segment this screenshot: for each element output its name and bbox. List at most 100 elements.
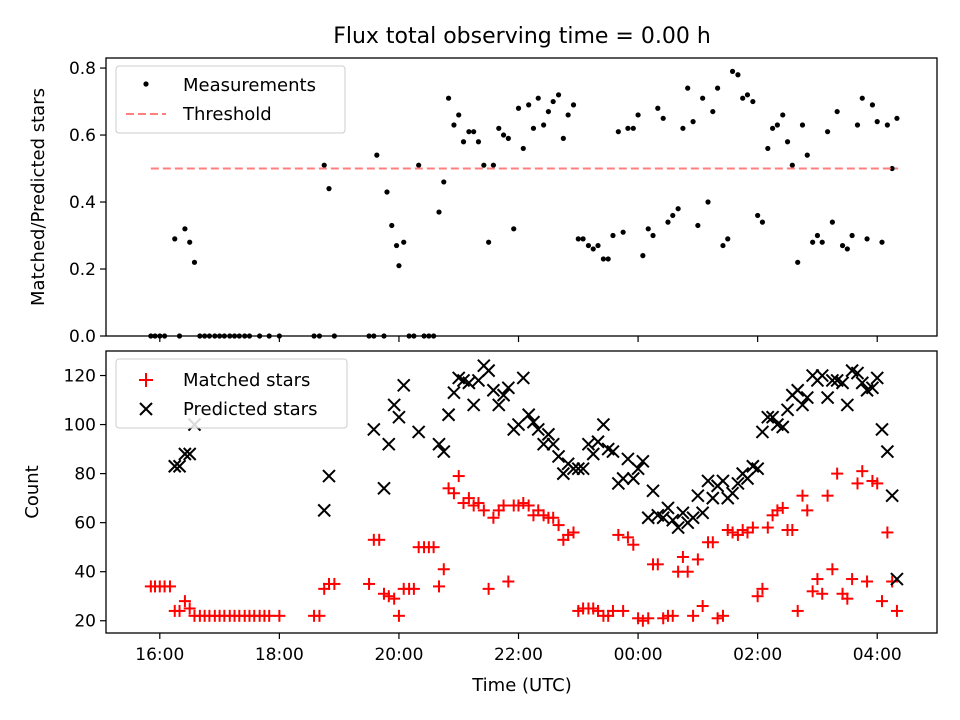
predicted-stars-point (661, 501, 675, 515)
matched-stars-point (437, 563, 450, 576)
measurements-point (605, 256, 611, 262)
measurements-point (191, 259, 198, 265)
measurements-point (466, 129, 472, 135)
predicted-stars-point (172, 459, 187, 473)
measurements-point (321, 162, 327, 168)
measurements-point (725, 236, 731, 242)
predicted-stars-point (486, 383, 501, 397)
predicted-stars-point (586, 447, 600, 461)
predicted-stars-point (382, 437, 396, 451)
measurements-point (515, 105, 522, 111)
measurements-point (750, 98, 756, 105)
measurements-point (545, 108, 552, 115)
measurements-point (869, 102, 876, 108)
measurements-point (814, 232, 821, 239)
predicted-stars-point (432, 437, 446, 451)
measurements-point (187, 239, 193, 245)
measurements-point (565, 112, 571, 118)
measurements-point (795, 259, 801, 265)
predicted-stars-point (795, 398, 810, 412)
x-tick-label: 02:00 (733, 645, 782, 665)
predicted-stars-point (581, 437, 596, 451)
measurements-point (759, 219, 766, 225)
predicted-stars-point (496, 388, 511, 402)
matched-stars-point (861, 575, 874, 588)
matched-stars-point (606, 604, 619, 617)
predicted-stars-point (691, 488, 705, 503)
matched-stars-point (313, 609, 326, 622)
predicted-stars-point (541, 427, 556, 442)
top-y-tick-label: 0.8 (69, 59, 96, 79)
x-tick-label: 16:00 (135, 645, 184, 665)
predicted-stars-point (835, 376, 850, 390)
predicted-stars-point (695, 506, 710, 520)
predicted-stars-point (725, 486, 740, 500)
predicted-stars-point (441, 408, 456, 422)
matched-stars-point (163, 580, 176, 593)
matched-stars-point (816, 587, 829, 600)
x-tick-label: 22:00 (494, 645, 543, 665)
matched-stars-point (517, 497, 530, 510)
measurements-point (839, 242, 846, 249)
legend-measurements-marker (143, 81, 149, 87)
matched-stars-point (407, 582, 420, 595)
matched-stars-point (811, 573, 824, 586)
measurements-point (705, 199, 711, 205)
predicted-stars-point (392, 410, 406, 424)
predicted-stars-point (551, 449, 566, 464)
x-tick-label: 00:00 (614, 645, 663, 665)
matched-stars-point (502, 575, 515, 588)
top-y-tick-label: 0.4 (69, 193, 96, 213)
matched-stars-point (851, 477, 864, 490)
top-plot-frame (105, 57, 938, 337)
measurements-point (780, 112, 786, 118)
matched-stars-point (696, 600, 709, 613)
matched-stars-point (746, 521, 759, 534)
measurements-point (600, 256, 607, 262)
predicted-stars-point (322, 469, 336, 483)
predicted-stars-point (840, 398, 855, 412)
matched-stars-point (786, 524, 799, 537)
measurements-point (505, 135, 511, 141)
predicted-stars-point (576, 461, 590, 476)
matched-stars-point (726, 526, 739, 539)
matched-stars-point (756, 582, 769, 595)
predicted-stars-point (317, 503, 331, 518)
measurements-point (401, 239, 407, 245)
matched-stars-point (621, 531, 634, 544)
predicted-stars-point (646, 484, 660, 498)
matched-stars-point (617, 604, 630, 617)
measurements-point (451, 122, 457, 128)
predicted-stars-point (178, 447, 192, 461)
measurements-point (714, 85, 721, 91)
measurements-point (645, 226, 651, 232)
matched-stars-point (432, 580, 445, 593)
predicted-stars-point (750, 461, 765, 476)
predicted-stars-point (686, 511, 700, 525)
top-chart-title: Flux total observing time = 0.00 h (333, 24, 711, 49)
predicted-stars-point (656, 511, 670, 525)
predicted-stars-point (790, 383, 805, 397)
x-tick-label: 18:00 (255, 645, 304, 665)
predicted-stars-point (521, 408, 536, 422)
matched-stars-point (890, 604, 903, 617)
matched-stars-point (881, 526, 894, 539)
measurements-point (710, 108, 716, 115)
predicted-stars-point (870, 371, 884, 385)
matched-stars-point (273, 609, 286, 622)
matched-stars-point (706, 536, 719, 549)
bottom-y-axis-label: Count (22, 465, 43, 518)
matched-stars-point (796, 489, 809, 502)
matched-stars-point (691, 553, 704, 566)
measurements-point (660, 115, 666, 121)
x-axis-label: Time (UTC) (471, 675, 572, 696)
matched-stars-point (497, 499, 510, 512)
matched-stars-point (547, 511, 560, 524)
predicted-stars-point (701, 474, 715, 488)
predicted-stars-point (671, 520, 685, 535)
matched-stars-point (178, 595, 191, 608)
matched-stars-point (716, 609, 729, 622)
predicted-stars-point (516, 371, 531, 385)
measurements-point (720, 242, 726, 249)
measurements-point (555, 92, 562, 98)
